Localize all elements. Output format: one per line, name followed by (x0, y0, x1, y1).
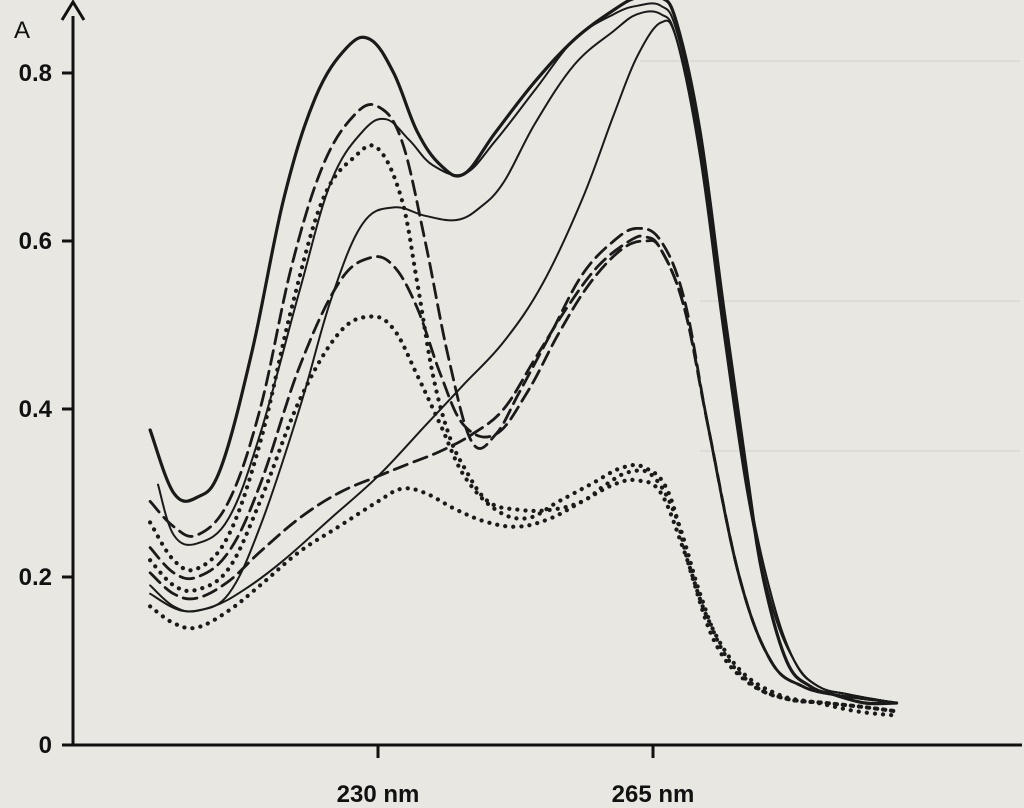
series-line-7-dashed (148, 234, 898, 705)
y-tick-label: 0.2 (19, 564, 52, 591)
series-group (148, 0, 899, 718)
y-tick-label: 0.6 (19, 228, 52, 255)
series-line-2-solid (157, 2, 898, 704)
y-tick-label: 0 (39, 732, 52, 759)
x-tick-label: 265 nm (612, 781, 695, 808)
y-axis-arrow (60, 0, 86, 21)
series-line-8-dotted (148, 143, 899, 714)
series-line-1-solid (148, 0, 899, 706)
x-tick-label: 230 nm (337, 781, 420, 808)
axes: A (14, 0, 1022, 747)
series-line-9-dotted (148, 314, 899, 714)
bleed-through-text (640, 60, 1020, 452)
series-line-10-dotted (148, 477, 899, 718)
y-ticks: 0 0.2 0.4 0.6 0.8 (19, 60, 73, 759)
series-line-4-solid (149, 19, 898, 704)
y-tick-label: 0.8 (19, 60, 52, 87)
y-tick-label: 0.4 (19, 396, 53, 423)
series-line-5-dashed (148, 103, 898, 705)
series-line-3-solid (149, 10, 898, 704)
x-ticks: 230 nm 265 nm (337, 745, 695, 808)
y-axis-label: A (14, 17, 30, 44)
